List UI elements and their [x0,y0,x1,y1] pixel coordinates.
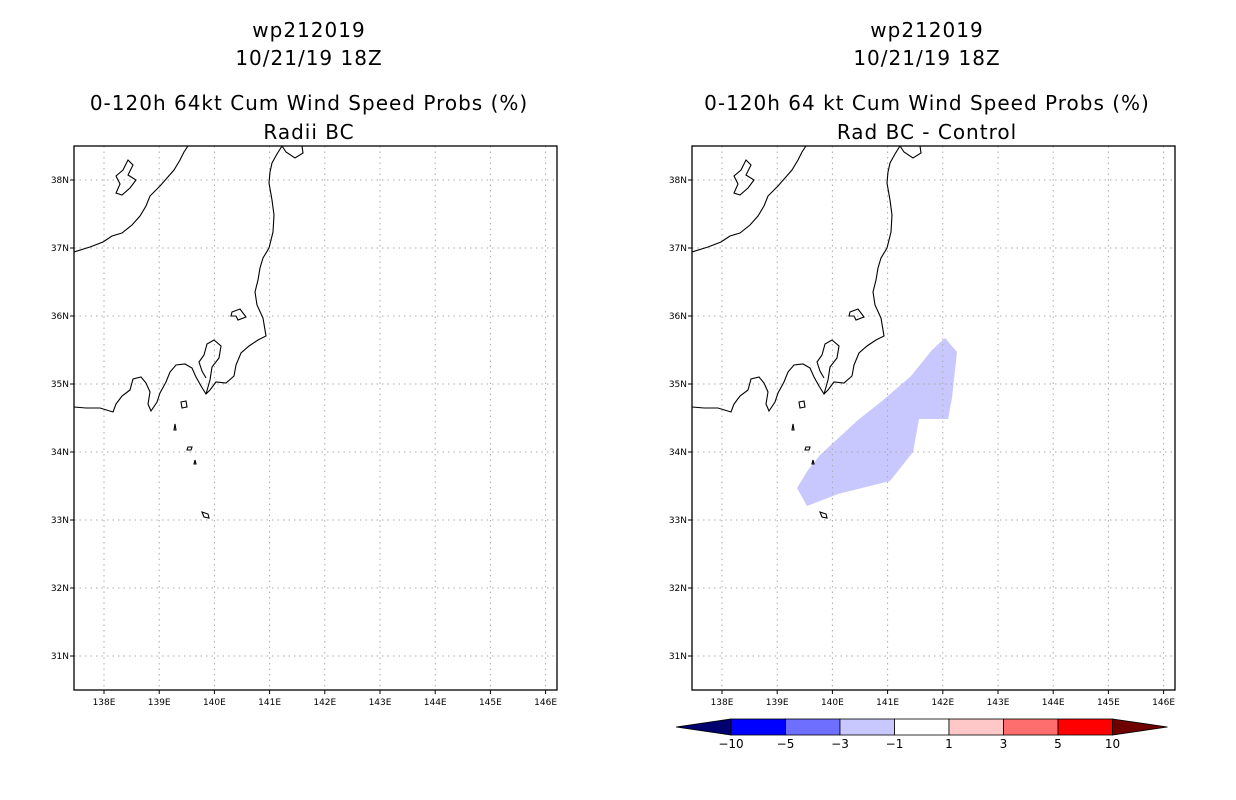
left-lat-label: 31N [51,652,69,662]
left-lon-label: 140E [203,698,226,708]
left-title-date: 10/21/19 18Z [235,46,383,70]
right-lat-label: 35N [669,380,687,390]
left-island-toshima [173,423,177,431]
right-coast-pacific [692,146,901,413]
left-tokyo-bay [198,339,222,395]
colorbar-bin [839,718,895,736]
right-coast-niigata [692,146,807,253]
left-lon-label: 143E [369,698,392,708]
right-lon-label: 140E [821,698,844,708]
left-longitude-labels: 138E 139E 140E 141E 142E 143E 144E 145E 146E [93,690,557,708]
right-lon-label: 146E [1152,698,1175,708]
left-lon-label: 138E [93,698,116,708]
right-sado-island [733,159,755,196]
left-lat-label: 32N [51,584,69,594]
right-oshima [798,400,806,409]
colorbar-label: −1 [886,737,904,751]
right-island-miyake [804,446,811,451]
colorbar-label: −3 [831,737,849,751]
colorbar-arrow-low [675,718,732,736]
right-lon-label: 144E [1042,698,1065,708]
right-island-hachijo [819,511,828,519]
left-lat-label: 36N [51,312,69,322]
right-title-date: 10/21/19 18Z [853,46,1001,70]
left-island-hachijo [201,511,210,519]
right-lat-label: 31N [669,652,687,662]
colorbar-label: −10 [718,737,743,751]
colorbar-bin [785,718,841,736]
right-lon-label: 139E [766,698,789,708]
right-lon-label: 143E [987,698,1010,708]
left-gridlines [74,146,557,690]
left-lake [230,308,247,321]
right-longitude-labels: 138E 139E 140E 141E 142E 143E 144E 145E 146E [711,690,1175,708]
right-lat-label: 38N [669,176,687,186]
right-map-frame [691,145,1176,691]
right-latitude-labels: 38N 37N 36N 35N 34N 33N 32N 31N [669,176,692,662]
right-lon-label: 142E [931,698,954,708]
left-lat-label: 38N [51,176,69,186]
left-latitude-labels: 38N 37N 36N 35N 34N 33N 32N 31N [51,176,74,662]
right-title-storm-id: wp212019 [870,18,984,42]
colorbar-arrow-high [1112,718,1168,736]
right-lat-label: 37N [669,244,687,254]
probability-difference-area [797,338,957,506]
colorbar: −10 −5 −3 −1 1 3 5 10 [675,718,1168,751]
left-lat-label: 33N [51,516,69,526]
right-coastline [692,146,922,519]
left-title-product: 0-120h 64kt Cum Wind Speed Probs (%) [89,91,529,115]
left-lon-label: 139E [148,698,171,708]
colorbar-bin [948,718,1004,736]
right-title-product: 0-120h 64 kt Cum Wind Speed Probs (%) [704,91,1150,115]
colorbar-bin [894,718,950,736]
left-lon-label: 144E [424,698,447,708]
colorbar-label: −5 [777,737,795,751]
left-sado-island [115,159,137,196]
left-lat-label: 35N [51,380,69,390]
right-tokyo-bay [816,339,840,395]
colorbar-bin [730,718,786,736]
left-coast-north [281,146,304,159]
left-lon-label: 142E [313,698,336,708]
left-title-scheme: Radii BC [263,120,355,144]
colorbar-label: 1 [945,737,953,751]
left-oshima [180,400,188,409]
right-lon-label: 141E [876,698,899,708]
left-title-storm-id: wp212019 [252,18,366,42]
right-lat-label: 36N [669,312,687,322]
right-map-panel: 138E 139E 140E 141E 142E 143E 144E 145E 146E 38N… [669,145,1176,708]
left-coast-pacific [74,146,283,413]
right-title-scheme: Rad BC - Control [836,120,1018,144]
colorbar-bin [1003,718,1059,736]
right-island-mikura [811,459,815,465]
right-island-toshima [791,423,795,431]
right-lake [848,308,865,321]
colorbar-label: 5 [1054,737,1062,751]
right-lat-label: 33N [669,516,687,526]
right-lon-label: 138E [711,698,734,708]
right-lat-label: 34N [669,448,687,458]
left-island-mikura [193,459,197,465]
right-gridlines [692,146,1175,690]
right-coast-north [899,146,922,159]
right-lon-label: 145E [1097,698,1120,708]
left-map-frame [73,145,558,691]
colorbar-label: 10 [1105,737,1120,751]
colorbar-label: 3 [1000,737,1008,751]
left-island-miyake [186,446,193,451]
right-lat-label: 32N [669,584,687,594]
left-lat-label: 34N [51,448,69,458]
left-coast-niigata [74,146,189,253]
left-lon-label: 145E [479,698,502,708]
left-coastline [74,146,304,519]
left-map-panel: 138E 139E 140E 141E 142E 143E 144E 145E 146E 38N… [51,145,558,708]
left-lon-label: 146E [534,698,557,708]
left-lon-label: 141E [258,698,281,708]
colorbar-bin [1057,718,1113,736]
left-lat-label: 37N [51,244,69,254]
